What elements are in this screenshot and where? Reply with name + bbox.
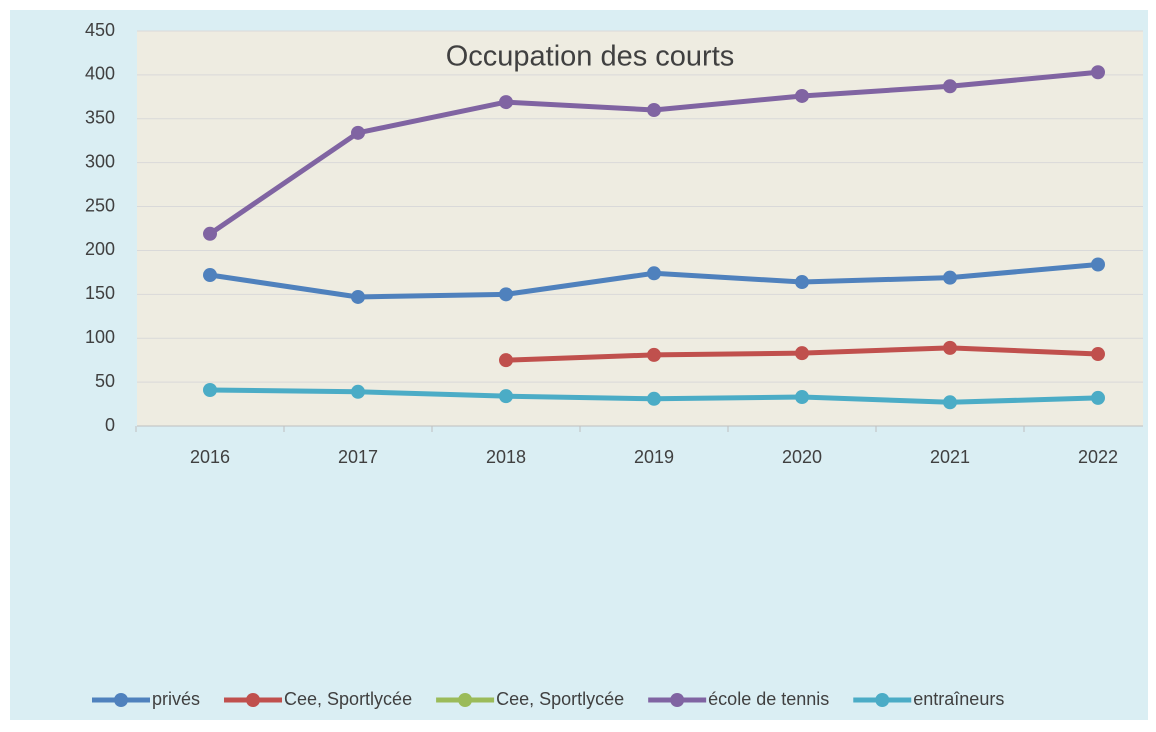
data-point <box>499 95 513 110</box>
data-point <box>943 395 957 410</box>
data-point <box>647 266 661 281</box>
data-point <box>203 268 217 283</box>
data-point <box>943 270 957 285</box>
y-tick-label: 350 <box>85 108 115 128</box>
legend-label: entraîneurs <box>913 689 1004 709</box>
chart-title: Occupation des courts <box>446 41 735 73</box>
data-point <box>1091 390 1105 405</box>
data-point <box>795 346 809 361</box>
data-point <box>647 103 661 117</box>
legend-marker <box>458 693 473 707</box>
y-tick-label: 400 <box>85 64 115 84</box>
x-tick-label: 2019 <box>634 447 674 467</box>
data-point <box>203 383 217 398</box>
legend-marker <box>875 693 890 707</box>
legend-label: Cee, Sportlycée <box>284 689 412 709</box>
legend-label: privés <box>152 689 200 709</box>
legend-label: Cee, Sportlycée <box>496 689 624 709</box>
plot-area <box>137 31 1143 426</box>
legend-marker <box>114 693 128 707</box>
data-point <box>943 79 957 94</box>
x-tick-label: 2017 <box>338 447 378 467</box>
legend-label: école de tennis <box>708 689 829 709</box>
data-point <box>351 289 365 304</box>
y-tick-label: 250 <box>85 195 115 215</box>
y-tick-label: 200 <box>85 239 115 259</box>
legend-marker <box>246 693 261 707</box>
data-point <box>499 353 513 368</box>
data-point <box>647 391 661 406</box>
data-point <box>499 389 513 404</box>
y-tick-label: 50 <box>95 371 115 391</box>
y-tick-label: 100 <box>85 327 115 347</box>
x-tick-label: 2021 <box>930 447 970 467</box>
y-tick-label: 150 <box>85 283 115 303</box>
data-point <box>1091 347 1105 362</box>
data-point <box>647 347 661 362</box>
data-point <box>351 125 365 140</box>
data-point <box>203 226 217 241</box>
data-point <box>1091 257 1105 272</box>
data-point <box>1091 65 1105 80</box>
data-point <box>795 88 809 103</box>
x-tick-label: 2020 <box>782 447 822 467</box>
y-tick-label: 300 <box>85 151 115 171</box>
data-point <box>943 340 957 355</box>
legend-marker <box>670 693 685 707</box>
x-tick-label: 2018 <box>486 447 526 467</box>
y-tick-label: 450 <box>85 20 115 40</box>
data-point <box>795 390 809 405</box>
x-tick-label: 2022 <box>1078 447 1118 467</box>
data-point <box>795 275 809 290</box>
data-point <box>351 384 365 399</box>
data-point <box>499 287 513 302</box>
x-tick-label: 2016 <box>190 447 230 467</box>
y-tick-label: 0 <box>105 415 115 435</box>
